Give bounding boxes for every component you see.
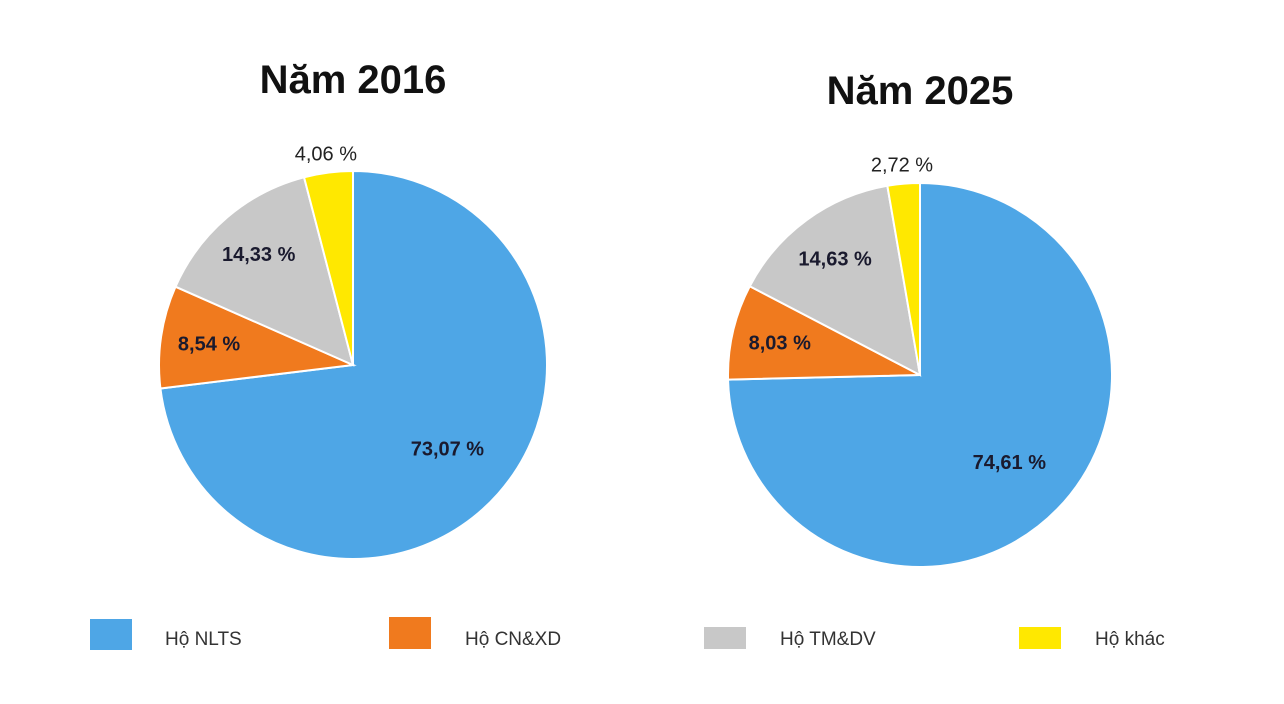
data-label-tmdv: 14,63 % bbox=[798, 249, 872, 271]
pie-2025: 74,61 % 8,03 % 14,63 % 2,72 % bbox=[727, 155, 1113, 568]
chart-title-2025: Năm 2025 bbox=[827, 69, 1014, 113]
legend-swatch-khac bbox=[1019, 627, 1061, 649]
pie-slice-tmdv bbox=[174, 176, 355, 367]
pie-slice-tmdv bbox=[748, 184, 922, 377]
chart-title-2016: Năm 2016 bbox=[260, 58, 447, 102]
data-label-khac: 4,06 % bbox=[295, 143, 357, 165]
pie-slice-cnxd bbox=[727, 284, 921, 381]
data-label-tmdv: 14,33 % bbox=[222, 244, 296, 266]
pie-2016: 73,07 % 8,54 % 14,33 % 4,06 % bbox=[158, 143, 548, 560]
legend-label-nlts: Hộ NLTS bbox=[165, 629, 242, 650]
data-label-cnxd: 8,54 % bbox=[178, 334, 240, 356]
pie-slice-khac bbox=[302, 169, 354, 366]
legend: Hộ NLTS Hộ CN&XD Hộ TM&DV Hộ khác bbox=[90, 617, 1165, 650]
legend-label-tmdv: Hộ TM&DV bbox=[780, 629, 876, 650]
legend-swatch-nlts bbox=[90, 619, 132, 650]
data-label-nlts: 74,61 % bbox=[973, 452, 1047, 474]
legend-label-khac: Hộ khác bbox=[1095, 629, 1165, 650]
pie-slice-khac bbox=[886, 181, 921, 376]
data-label-nlts: 73,07 % bbox=[411, 439, 485, 461]
pie-slice-cnxd bbox=[158, 285, 357, 390]
data-label-cnxd: 8,03 % bbox=[749, 332, 811, 354]
legend-swatch-tmdv bbox=[704, 627, 746, 649]
data-label-khac: 2,72 % bbox=[871, 155, 933, 177]
legend-label-cnxd: Hộ CN&XD bbox=[465, 629, 561, 650]
legend-swatch-cnxd bbox=[389, 617, 431, 649]
